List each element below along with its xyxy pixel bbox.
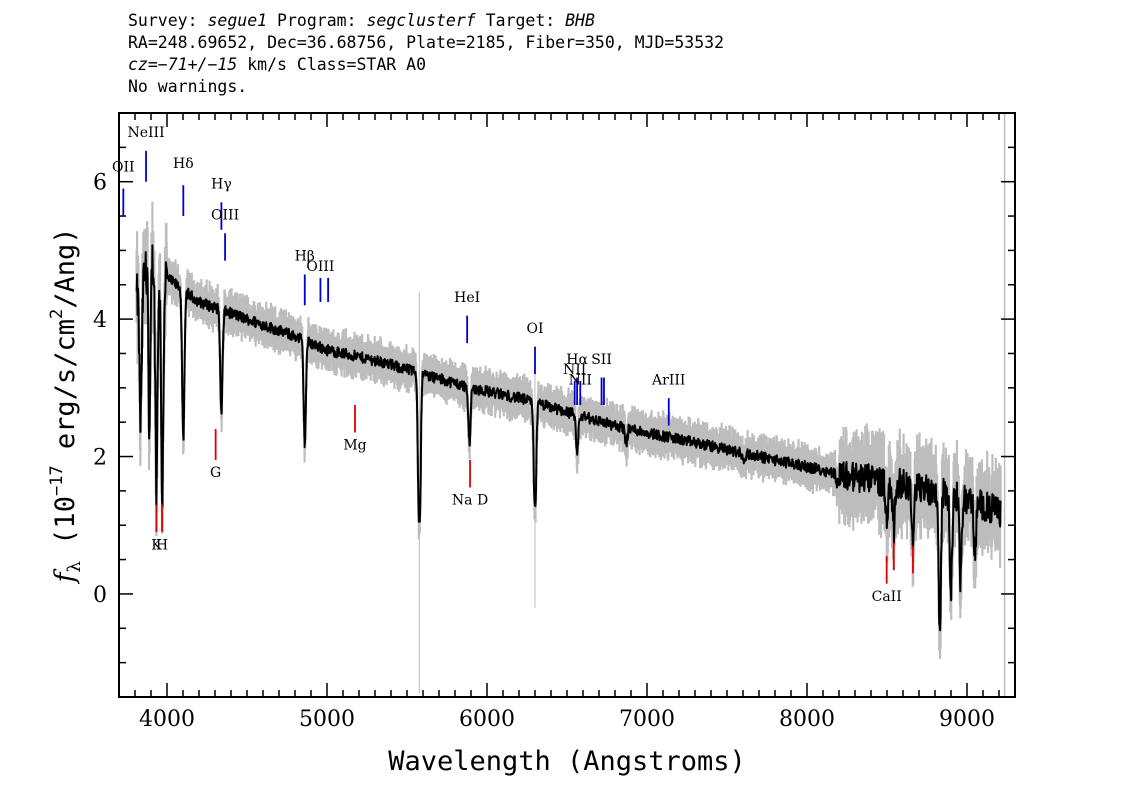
flux-layer	[135, 244, 1002, 632]
line-marker-label: Hγ	[211, 177, 232, 193]
line-marker-label: K	[151, 537, 162, 553]
line-marker-label: NII	[563, 362, 586, 378]
y-axis-ticks: 0 2 4 6	[93, 146, 1015, 664]
y-axis-title-exponent: −17	[47, 465, 67, 496]
line-marker-label: OI	[526, 321, 543, 337]
x-tick-label: 5000	[299, 707, 355, 732]
line-marker-label: ArIII	[651, 372, 685, 388]
flux-line	[135, 244, 1002, 632]
line-marker-label: SII	[591, 352, 612, 368]
y-axis-title-part-b: erg/s/cm	[50, 319, 81, 465]
spectrum-header: Survey: segue1 Program: segclusterf Targ…	[128, 10, 724, 98]
x-tick-label: 7000	[619, 707, 675, 732]
y-axis-title-f: f	[50, 569, 81, 585]
x-axis-title: Wavelength (Angstroms)	[388, 746, 746, 777]
line-marker-label: Hδ	[173, 156, 194, 172]
line-marker-label: NII	[569, 372, 592, 388]
x-axis-ticks: 4000 5000 6000 7000 8000 9000	[118, 113, 1016, 732]
y-tick-label: 4	[93, 308, 107, 333]
line-marker-label: H	[156, 537, 168, 553]
line-marker-label: Na D	[452, 493, 488, 509]
line-marker-label: NeIII	[127, 125, 164, 141]
x-tick-label: 6000	[459, 707, 515, 732]
x-tick-label: 8000	[779, 707, 835, 732]
line-marker-label: Mg	[343, 438, 366, 454]
x-tick-label: 4000	[139, 707, 195, 732]
y-axis-title-lambda: λ	[64, 561, 85, 572]
y-axis-title-square: 2	[47, 309, 67, 319]
y-axis-title: fλ (10−17 erg/s/cm2/Ang)	[47, 227, 85, 584]
line-marker-layer: OIINeIIIHδHγOIIIHβOIIIHeIOINIIHαNIISIIAr…	[112, 125, 914, 605]
survey-value: segue1	[207, 11, 268, 30]
line-marker-label: OIII	[306, 259, 334, 275]
cz-class: km/s Class=STAR A0	[237, 55, 427, 74]
x-tick-label: 9000	[939, 707, 995, 732]
program-value: segclusterf	[366, 11, 476, 30]
y-tick-label: 0	[93, 583, 107, 608]
header-line-coordinates: RA=248.69652, Dec=36.68756, Plate=2185, …	[128, 33, 725, 52]
line-marker-label: Hβ	[295, 249, 315, 265]
program-label: Program:	[267, 11, 367, 30]
survey-label: Survey:	[128, 11, 208, 30]
cz-symbol: cz	[128, 55, 148, 74]
target-value: BHB	[565, 11, 595, 30]
target-label: Target:	[475, 11, 566, 30]
line-marker-label: Hα	[566, 352, 588, 368]
line-marker-label: CaII	[872, 589, 902, 605]
header-line-survey: Survey: segue1 Program: segclusterf Targ…	[128, 10, 724, 32]
line-marker-label: HeI	[454, 290, 480, 306]
line-marker-label: OII	[112, 159, 135, 175]
y-axis-title-part-a: (10	[50, 496, 81, 561]
line-marker-label: OIII	[211, 207, 239, 223]
header-line-redshift: cz=−71+/−15 km/s Class=STAR A0	[128, 54, 724, 76]
header-line-warnings: No warnings.	[128, 77, 248, 96]
y-tick-label: 2	[93, 446, 107, 471]
line-marker-label: G	[210, 465, 221, 481]
cz-value: =−71+/−15	[147, 55, 238, 74]
error-band-layer	[135, 113, 1006, 697]
y-tick-label: 6	[93, 171, 107, 196]
y-axis-title-part-c: /Ang)	[50, 227, 81, 308]
